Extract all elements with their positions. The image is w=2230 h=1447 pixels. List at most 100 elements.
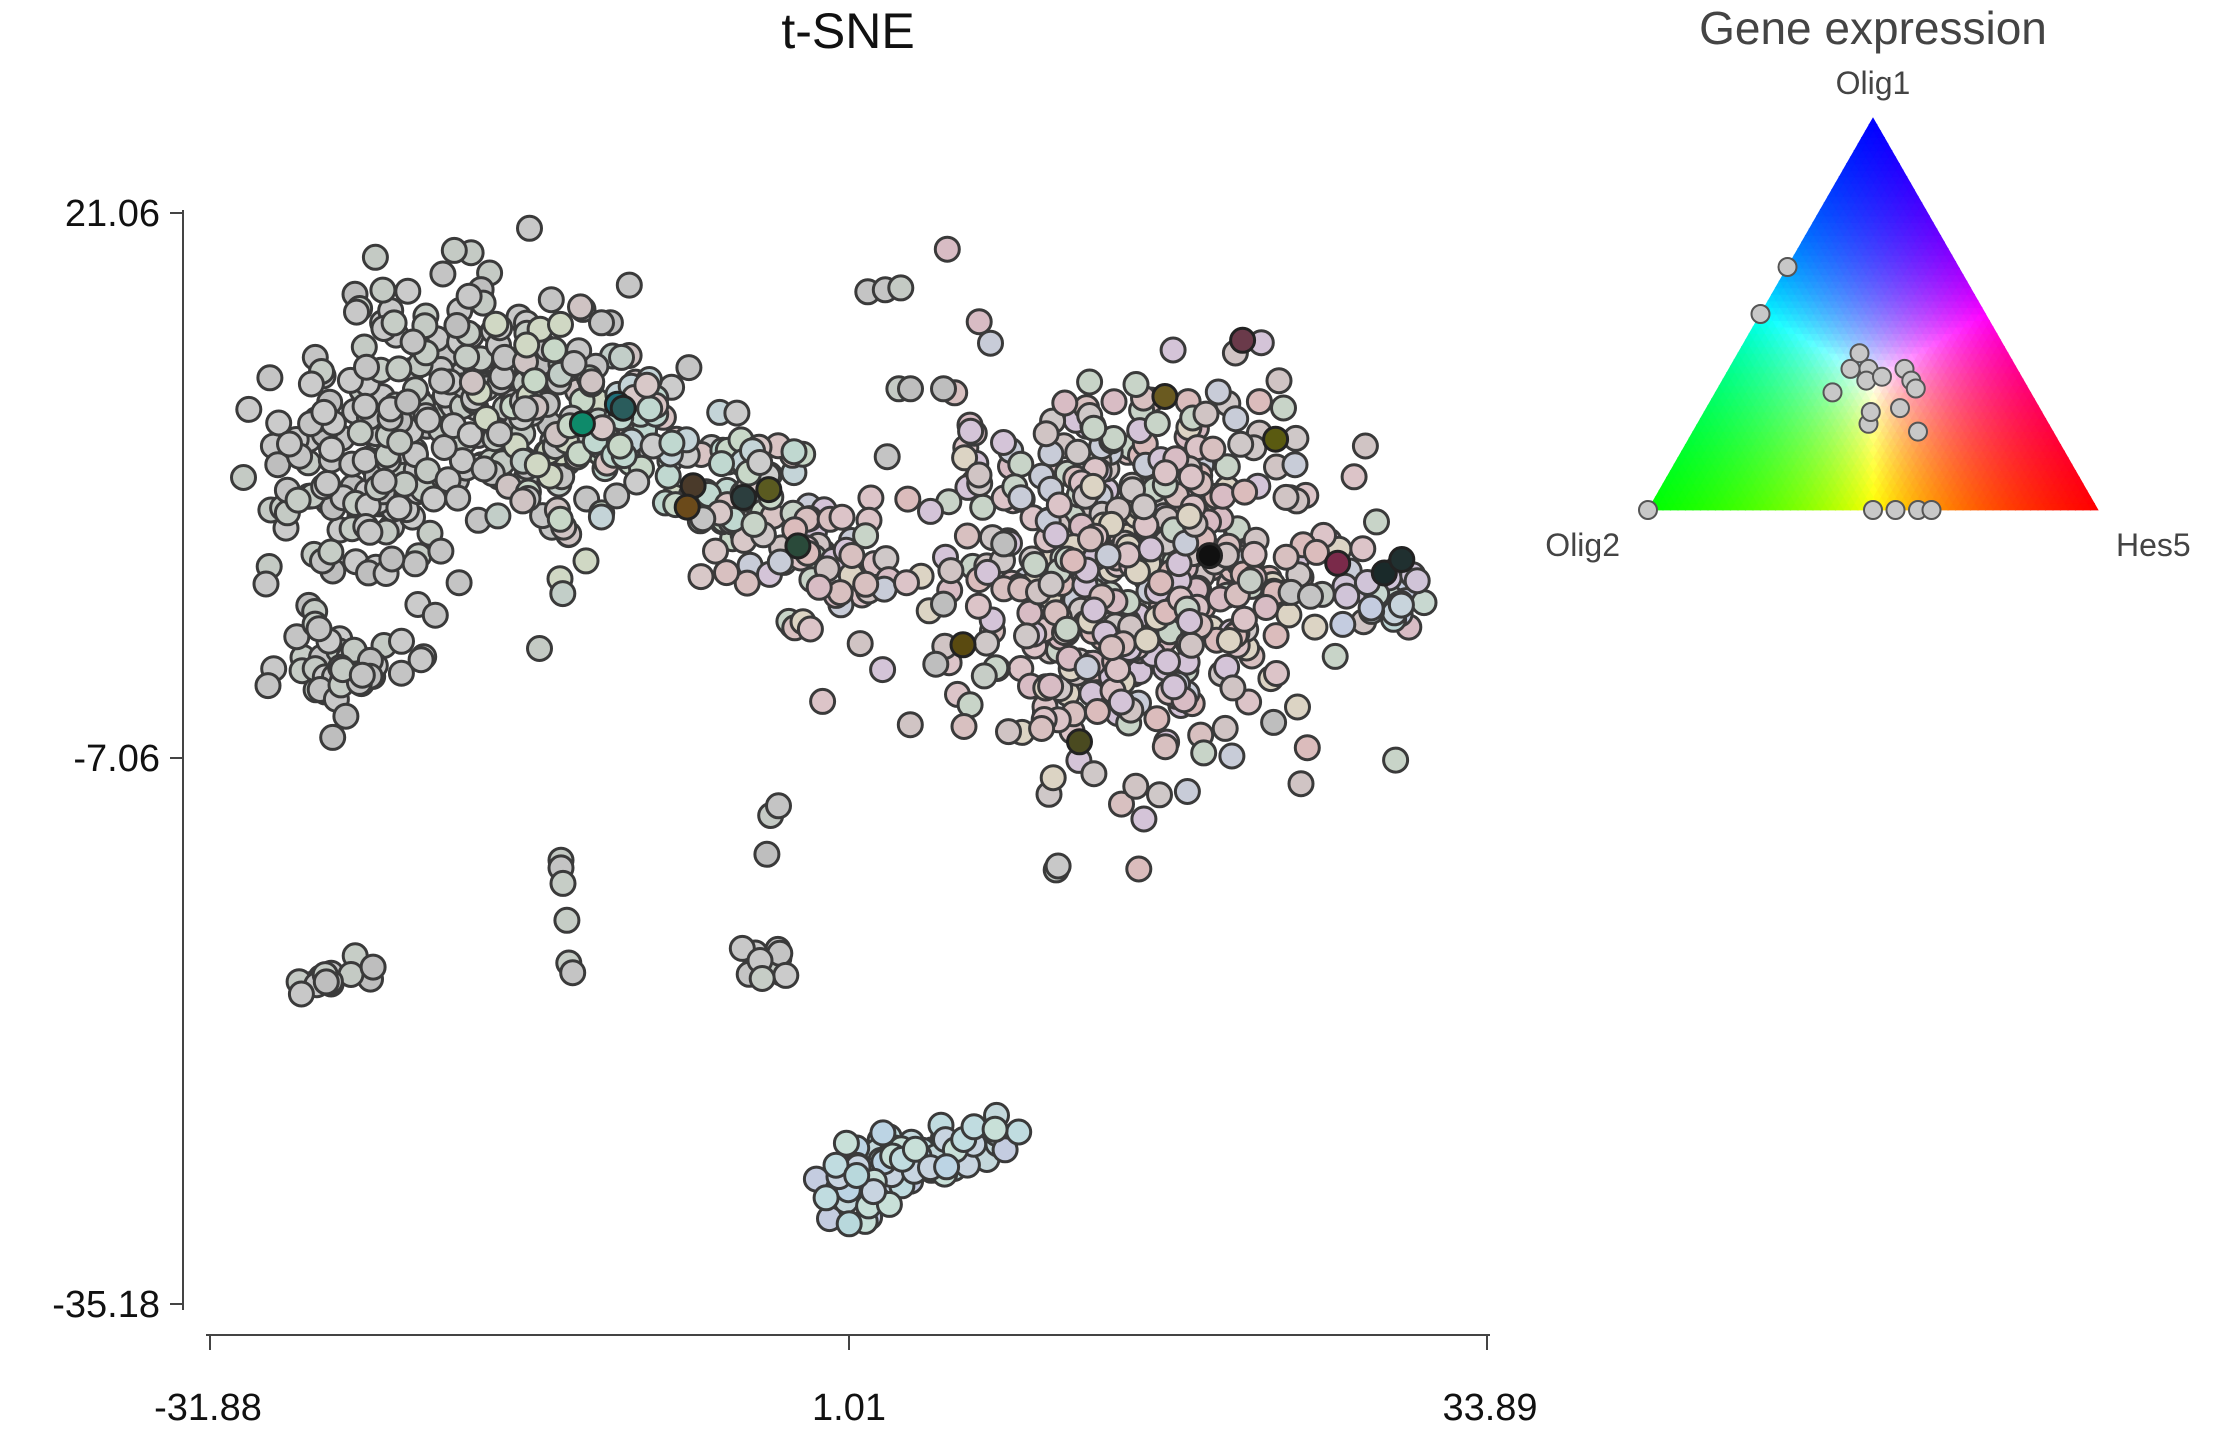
scatter-point bbox=[1297, 582, 1324, 610]
scatter-point bbox=[1351, 432, 1379, 460]
scatter-point bbox=[1229, 326, 1257, 354]
scatter-point bbox=[386, 428, 414, 456]
ternary-fill-cell bbox=[1681, 443, 1690, 452]
scatter-point bbox=[1329, 610, 1357, 638]
scatter-point bbox=[312, 968, 340, 996]
scatter-point bbox=[567, 293, 594, 321]
scatter-point bbox=[553, 906, 581, 934]
scatter-point bbox=[917, 497, 944, 525]
scatter-point bbox=[1293, 734, 1321, 762]
scatter-point bbox=[687, 563, 715, 591]
scatter-point bbox=[1204, 378, 1232, 406]
ternary-point bbox=[1905, 378, 1926, 399]
scatter-point bbox=[1357, 594, 1385, 622]
scatter-point bbox=[809, 687, 837, 715]
ternary-fill-cell bbox=[1696, 417, 1705, 426]
scatter-point bbox=[317, 538, 345, 566]
scatter-point bbox=[440, 236, 468, 264]
scatter-point bbox=[1382, 746, 1410, 774]
scatter-point bbox=[1218, 742, 1246, 770]
scatter-point bbox=[388, 627, 415, 655]
scatter-point bbox=[430, 434, 458, 461]
scatter-point bbox=[832, 1129, 860, 1157]
scatter-point bbox=[857, 484, 885, 512]
scatter-point bbox=[1196, 542, 1223, 570]
scatter-point bbox=[521, 367, 549, 395]
scatter-point bbox=[846, 630, 874, 658]
scatter-point bbox=[1245, 388, 1273, 416]
scatter-point bbox=[429, 260, 457, 288]
vertex-label-olig1: Olig1 bbox=[1836, 65, 1911, 101]
scatter-point bbox=[937, 557, 965, 585]
legend-title: Gene expression bbox=[1699, 2, 2047, 54]
scatter-point bbox=[740, 510, 768, 538]
scatter-point bbox=[730, 483, 758, 511]
ternary-fill-cell bbox=[1726, 365, 1735, 374]
scatter-point bbox=[1042, 521, 1070, 549]
scatter-point bbox=[1340, 463, 1368, 491]
scatter-point bbox=[990, 530, 1018, 558]
scatter-point bbox=[753, 840, 781, 868]
scatter-point bbox=[421, 601, 449, 629]
scatter-point bbox=[1125, 855, 1153, 883]
scatter-point bbox=[560, 350, 588, 377]
scatter-point bbox=[805, 573, 833, 601]
ternary-fill-cell bbox=[1707, 398, 1717, 406]
ternary-point bbox=[1638, 500, 1658, 520]
ternary-fill-cell bbox=[1699, 411, 1709, 419]
scatter-point bbox=[1077, 525, 1104, 553]
scatter-point bbox=[1263, 660, 1290, 687]
ternary-fill-cell bbox=[1718, 378, 1728, 387]
scatter-point bbox=[546, 505, 574, 533]
scatter-point bbox=[1199, 435, 1227, 463]
scatter-point bbox=[1044, 852, 1072, 880]
scatter-point bbox=[933, 1153, 961, 1181]
scatter-point bbox=[1272, 483, 1300, 511]
ternary-fill-cell bbox=[1692, 424, 1702, 433]
ternary-fill-cell bbox=[1729, 358, 1739, 367]
scatter-point bbox=[1410, 589, 1438, 617]
scatter-point bbox=[1147, 569, 1175, 597]
scatter-point bbox=[949, 631, 977, 659]
ternary-fill-cell bbox=[1658, 483, 1668, 491]
scatter-point bbox=[930, 590, 957, 618]
scatter-point bbox=[287, 980, 315, 1008]
scatter-point bbox=[513, 331, 541, 359]
scatter-point bbox=[772, 961, 800, 989]
scatter-point bbox=[587, 503, 615, 531]
scatter-point bbox=[755, 476, 783, 504]
scatter-point bbox=[427, 537, 455, 565]
scatter-point bbox=[346, 419, 374, 447]
scatter-point bbox=[1284, 693, 1311, 721]
scatter-point bbox=[482, 310, 510, 338]
scatter-point bbox=[385, 355, 413, 383]
scatter-point bbox=[361, 243, 389, 271]
scatter-point bbox=[675, 354, 703, 382]
scatter-point bbox=[1213, 453, 1241, 481]
scatter-point bbox=[1403, 567, 1431, 595]
scatter-point bbox=[995, 718, 1022, 746]
scatter-point bbox=[516, 214, 543, 242]
x-tick-label: -31.88 bbox=[154, 1387, 262, 1429]
ternary-color-fill bbox=[1647, 117, 2099, 511]
scatter-point bbox=[1007, 450, 1035, 478]
scatter-point bbox=[394, 388, 422, 416]
scatter-point bbox=[1130, 805, 1158, 833]
scatter-point bbox=[1083, 698, 1111, 725]
scatter-point bbox=[1154, 648, 1181, 676]
scatter-point bbox=[1079, 472, 1107, 500]
scatter-point bbox=[869, 656, 897, 684]
scatter-point bbox=[1151, 383, 1179, 410]
scatter-point bbox=[1211, 714, 1239, 742]
scatter-point bbox=[1262, 622, 1290, 650]
scatter-point bbox=[1159, 336, 1187, 364]
scatter-point bbox=[549, 580, 577, 608]
ternary-point bbox=[1908, 421, 1928, 442]
scatter-point bbox=[1032, 420, 1060, 448]
scatter-point bbox=[746, 449, 774, 476]
scatter-point bbox=[981, 1115, 1009, 1143]
scatter-point bbox=[356, 518, 384, 546]
scatter-point bbox=[922, 650, 950, 678]
scatter-point bbox=[609, 394, 637, 422]
scatter-point bbox=[588, 309, 615, 337]
